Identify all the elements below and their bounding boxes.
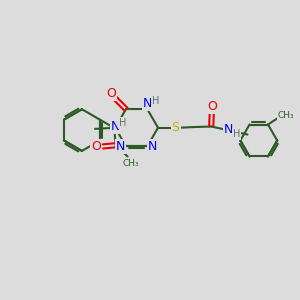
Text: N: N [116, 140, 125, 153]
Text: N: N [224, 123, 233, 136]
Text: O: O [91, 140, 101, 153]
Text: O: O [208, 100, 218, 113]
Text: H: H [119, 118, 126, 128]
Text: CH₃: CH₃ [123, 159, 140, 168]
Text: S: S [172, 121, 180, 134]
Text: O: O [106, 87, 116, 100]
Text: CH₃: CH₃ [278, 110, 294, 119]
Text: H: H [152, 96, 159, 106]
Text: H: H [233, 129, 240, 139]
Text: N: N [111, 120, 120, 133]
Text: N: N [143, 97, 153, 110]
Text: N: N [148, 140, 158, 153]
